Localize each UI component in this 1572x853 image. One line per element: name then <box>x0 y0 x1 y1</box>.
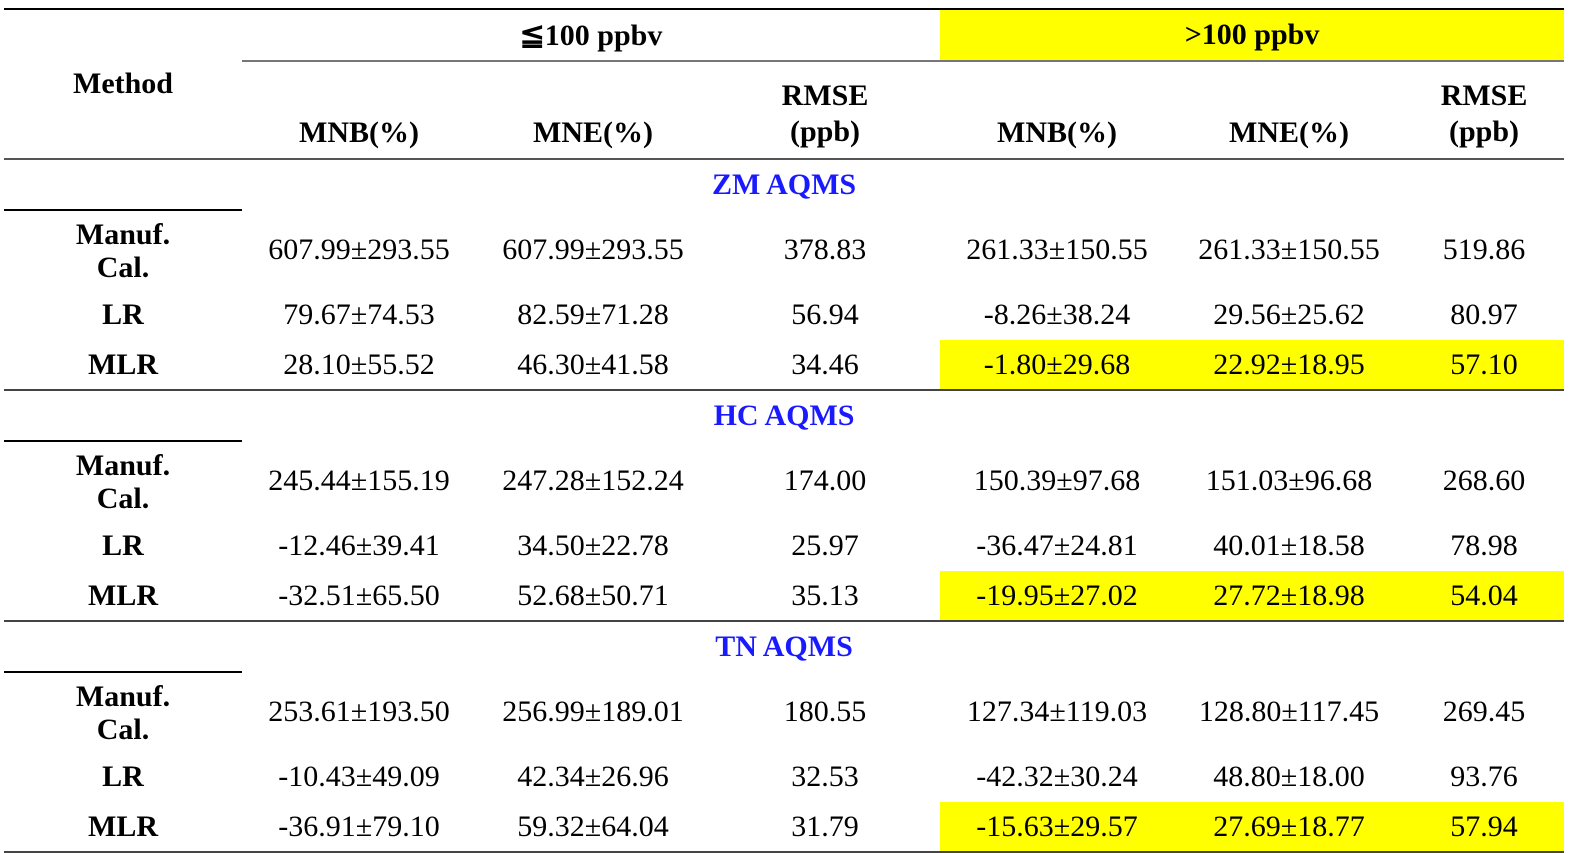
highlight-cell: 54.04 <box>1404 571 1565 622</box>
cell: 247.28±152.24 <box>502 464 684 497</box>
highlight-cell: -19.95±27.02 <box>940 571 1175 622</box>
cell: 174.00 <box>783 464 867 497</box>
results-table: Method ≦100 ppbv >100 ppbv MNB(%) MNE(%)… <box>4 8 1565 853</box>
cell: 256.99±189.01 <box>502 695 684 728</box>
cell: 42.34±26.96 <box>517 760 669 793</box>
section-title-tn: TN AQMS <box>715 629 853 663</box>
cell: 607.99±293.55 <box>502 233 684 266</box>
cell: 52.68±50.71 <box>476 571 710 622</box>
cell: 78.98 <box>1450 529 1518 562</box>
section-title-hc: HC AQMS <box>713 398 855 432</box>
cell: 46.30±41.58 <box>476 340 710 391</box>
cell: -12.46±39.41 <box>278 529 440 562</box>
section-title-zm: ZM AQMS <box>711 167 857 201</box>
highlight-cell: 27.72±18.98 <box>1174 571 1405 622</box>
col-mne-high: MNE(%) <box>1174 61 1405 160</box>
method-lr: LR <box>102 529 144 562</box>
cell: 127.34±119.03 <box>966 695 1148 728</box>
method-manuf-cal: Manuf. Cal. <box>4 440 242 521</box>
col-mne-low: MNE(%) <box>476 61 710 160</box>
highlight-cell: -15.63±29.57 <box>940 802 1175 853</box>
cell: 34.50±22.78 <box>517 529 669 562</box>
highlight-cell: 22.92±18.95 <box>1174 340 1405 391</box>
cell: -36.47±24.81 <box>976 529 1138 562</box>
method-header: Method <box>4 8 242 160</box>
highlight-cell: 57.94 <box>1404 802 1565 853</box>
cell: 56.94 <box>791 298 859 331</box>
col-mnb-high: MNB(%) <box>940 61 1175 160</box>
method-mlr: MLR <box>4 340 242 391</box>
cell: -32.51±65.50 <box>242 571 476 622</box>
cell: -42.32±30.24 <box>976 760 1138 793</box>
highlight-cell: -1.80±29.68 <box>940 340 1175 391</box>
cell: 80.97 <box>1450 298 1518 331</box>
method-lr: LR <box>102 760 144 793</box>
col-rmse-high: RMSE (ppb) <box>1404 61 1565 160</box>
cell: 48.80±18.00 <box>1213 760 1365 793</box>
cell: 34.46 <box>710 340 941 391</box>
highlight-cell: 27.69±18.77 <box>1174 802 1405 853</box>
method-lr: LR <box>102 298 144 331</box>
cell: 151.03±96.68 <box>1205 464 1373 497</box>
cell: 93.76 <box>1450 760 1518 793</box>
cell: 79.67±74.53 <box>283 298 435 331</box>
cell: 607.99±293.55 <box>268 233 450 266</box>
cell: 519.86 <box>1442 233 1526 266</box>
col-mnb-low: MNB(%) <box>242 61 476 160</box>
highlight-cell: 57.10 <box>1404 340 1565 391</box>
cell: 28.10±55.52 <box>242 340 476 391</box>
cell: 269.45 <box>1442 695 1526 728</box>
cell: 29.56±25.62 <box>1213 298 1365 331</box>
cell: 31.79 <box>710 802 941 853</box>
method-manuf-cal: Manuf. Cal. <box>4 209 242 290</box>
cell: 32.53 <box>791 760 859 793</box>
cell: 268.60 <box>1442 464 1526 497</box>
cell: 59.32±64.04 <box>476 802 710 853</box>
cell: 180.55 <box>783 695 867 728</box>
cell: -8.26±38.24 <box>983 298 1131 331</box>
cell: 150.39±97.68 <box>973 464 1141 497</box>
cell: 128.80±117.45 <box>1198 695 1380 728</box>
cell: 253.61±193.50 <box>268 695 450 728</box>
cell: 35.13 <box>710 571 941 622</box>
cell: 245.44±155.19 <box>268 464 450 497</box>
method-mlr: MLR <box>4 802 242 853</box>
cell: 378.83 <box>783 233 867 266</box>
cell: -36.91±79.10 <box>242 802 476 853</box>
cell: 261.33±150.55 <box>966 233 1148 266</box>
cell: 25.97 <box>791 529 859 562</box>
group-high-header: >100 ppbv <box>940 8 1565 62</box>
method-mlr: MLR <box>4 571 242 622</box>
cell: 40.01±18.58 <box>1213 529 1365 562</box>
col-rmse-low: RMSE (ppb) <box>710 61 941 160</box>
method-manuf-cal: Manuf. Cal. <box>4 671 242 752</box>
group-low-header: ≦100 ppbv <box>242 8 941 62</box>
cell: 82.59±71.28 <box>517 298 669 331</box>
cell: -10.43±49.09 <box>278 760 440 793</box>
cell: 261.33±150.55 <box>1198 233 1380 266</box>
